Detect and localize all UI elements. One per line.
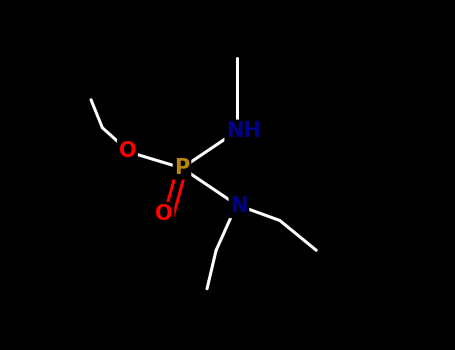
Text: NH: NH: [226, 121, 261, 141]
Text: P: P: [174, 158, 190, 178]
Text: N: N: [230, 196, 248, 217]
Text: O: O: [119, 140, 136, 161]
Text: O: O: [155, 203, 172, 224]
